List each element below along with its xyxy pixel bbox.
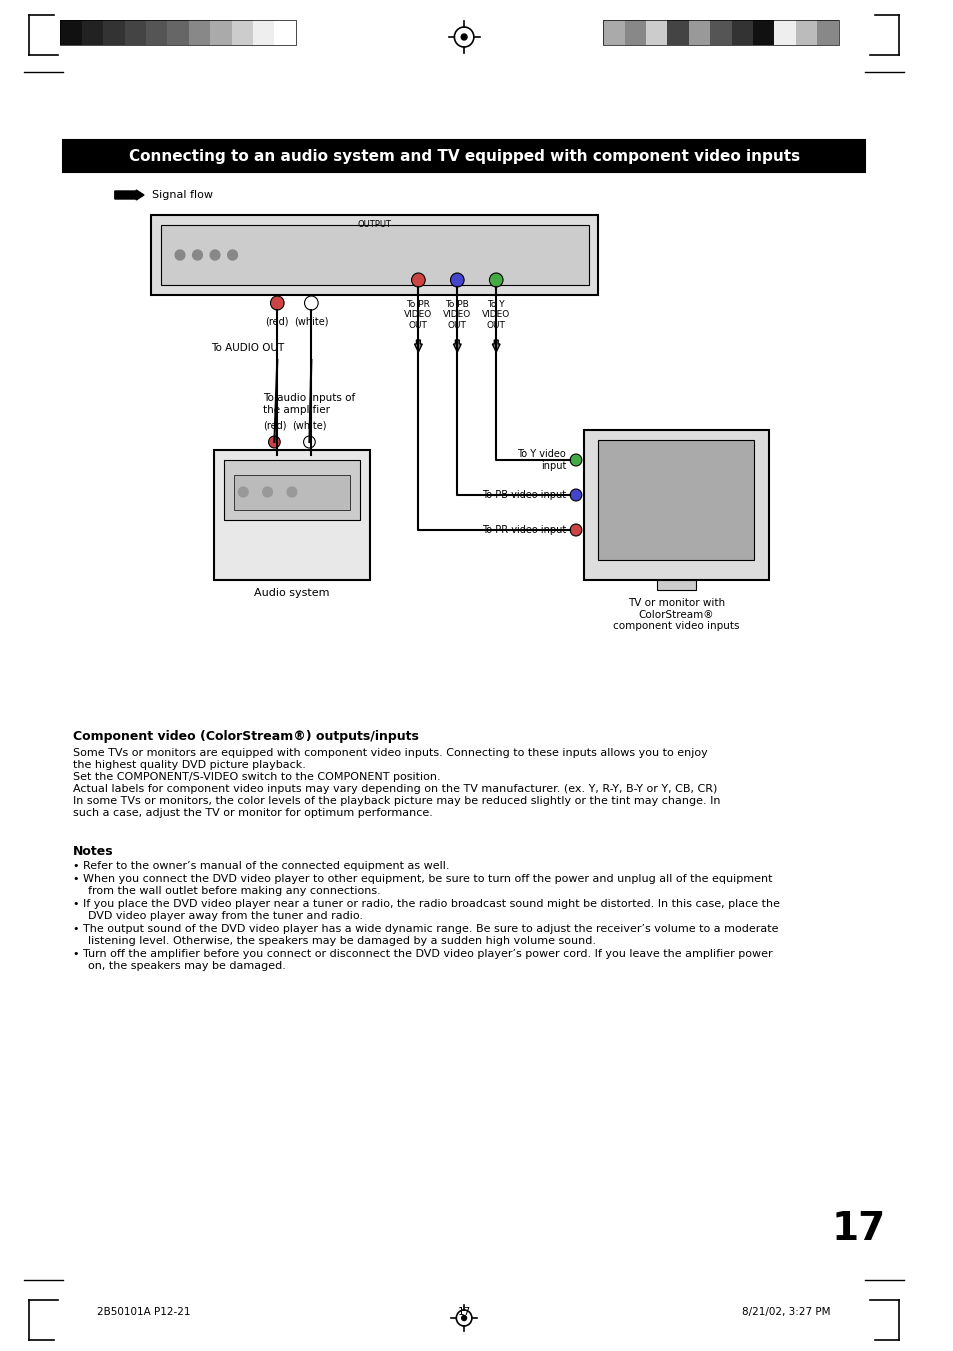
Circle shape [570, 489, 581, 501]
Bar [232, 20, 253, 45]
Text: DVD video player away from the tuner and radio.: DVD video player away from the tuner and… [81, 911, 362, 921]
Bar [210, 20, 232, 45]
Text: (white): (white) [294, 317, 328, 327]
Text: To PB video input: To PB video input [481, 490, 566, 500]
Text: Some TVs or monitors are equipped with component video inputs. Connecting to the: Some TVs or monitors are equipped with c… [72, 748, 707, 758]
Bar [103, 20, 125, 45]
Bar [656, 580, 695, 590]
Text: To PR
VIDEO
OUT: To PR VIDEO OUT [404, 300, 432, 330]
Bar [213, 450, 370, 580]
Circle shape [304, 296, 318, 309]
Text: 17: 17 [830, 1210, 884, 1248]
Bar [82, 20, 103, 45]
Circle shape [262, 486, 273, 497]
Text: 17: 17 [457, 1306, 470, 1317]
Text: Audio system: Audio system [253, 588, 330, 598]
Circle shape [570, 524, 581, 536]
Text: such a case, adjust the TV or monitor for optimum performance.: such a case, adjust the TV or monitor fo… [72, 808, 433, 817]
Bar [60, 20, 82, 45]
FancyArrow shape [492, 340, 499, 353]
Text: • Refer to the owner’s manual of the connected equipment as well.: • Refer to the owner’s manual of the con… [72, 861, 449, 871]
Bar [598, 440, 753, 561]
Circle shape [489, 273, 502, 286]
Text: • When you connect the DVD video player to other equipment, be sure to turn off : • When you connect the DVD video player … [72, 874, 772, 884]
Bar [146, 20, 167, 45]
Bar [602, 20, 624, 45]
Text: • The output sound of the DVD video player has a wide dynamic range. Be sure to : • The output sound of the DVD video play… [72, 924, 778, 934]
Text: Notes: Notes [72, 844, 113, 858]
Bar [731, 20, 752, 45]
Bar [151, 215, 598, 295]
Bar [125, 20, 146, 45]
Bar [224, 459, 359, 520]
Bar [774, 20, 795, 45]
Text: (white): (white) [292, 420, 326, 430]
Bar [60, 20, 295, 45]
Bar [233, 476, 350, 509]
Text: (red): (red) [262, 420, 286, 430]
Circle shape [210, 250, 219, 259]
Text: Signal flow: Signal flow [152, 190, 213, 200]
Circle shape [461, 1316, 466, 1320]
Circle shape [228, 250, 237, 259]
Text: To AUDIO OUT: To AUDIO OUT [212, 343, 284, 353]
Text: Set the COMPONENT/S-VIDEO switch to the COMPONENT position.: Set the COMPONENT/S-VIDEO switch to the … [72, 771, 440, 782]
Bar [752, 20, 774, 45]
Bar [602, 20, 838, 45]
Circle shape [287, 486, 296, 497]
Text: from the wall outlet before making any connections.: from the wall outlet before making any c… [81, 886, 380, 896]
Circle shape [570, 454, 581, 466]
Bar [189, 20, 210, 45]
Text: Connecting to an audio system and TV equipped with component video inputs: Connecting to an audio system and TV equ… [129, 149, 799, 163]
Bar [274, 20, 295, 45]
Text: the highest quality DVD picture playback.: the highest quality DVD picture playback… [72, 761, 306, 770]
Text: • If you place the DVD video player near a tuner or radio, the radio broadcast s: • If you place the DVD video player near… [72, 898, 780, 909]
Bar [583, 430, 768, 580]
Bar [253, 20, 274, 45]
Text: (red): (red) [265, 317, 289, 327]
Text: listening level. Otherwise, the speakers may be damaged by a sudden high volume : listening level. Otherwise, the speakers… [81, 936, 595, 946]
Bar [63, 141, 864, 172]
Circle shape [411, 273, 425, 286]
Text: • Turn off the amplifier before you connect or disconnect the DVD video player’s: • Turn off the amplifier before you conn… [72, 948, 772, 959]
Circle shape [238, 486, 248, 497]
Circle shape [175, 250, 185, 259]
Bar [645, 20, 667, 45]
Text: 2B50101A P12-21: 2B50101A P12-21 [97, 1306, 191, 1317]
Text: To Y video
input: To Y video input [517, 449, 566, 470]
Text: OUTPUT: OUTPUT [357, 220, 391, 230]
Bar [795, 20, 817, 45]
Text: on, the speakers may be damaged.: on, the speakers may be damaged. [81, 961, 285, 971]
FancyArrow shape [453, 340, 460, 353]
Bar [160, 226, 588, 285]
Text: TV or monitor with
ColorStream®
component video inputs: TV or monitor with ColorStream® componen… [613, 598, 739, 631]
Circle shape [268, 436, 280, 449]
FancyArrow shape [414, 340, 422, 353]
Text: 8/21/02, 3:27 PM: 8/21/02, 3:27 PM [741, 1306, 830, 1317]
Bar [688, 20, 710, 45]
Circle shape [450, 273, 463, 286]
Circle shape [193, 250, 202, 259]
Circle shape [271, 296, 284, 309]
Bar [817, 20, 838, 45]
Bar [667, 20, 688, 45]
Bar [624, 20, 645, 45]
Text: To PR video input: To PR video input [481, 526, 566, 535]
Bar [167, 20, 189, 45]
Text: Actual labels for component video inputs may vary depending on the TV manufactur: Actual labels for component video inputs… [72, 784, 717, 794]
Circle shape [460, 34, 467, 41]
FancyArrow shape [114, 190, 144, 200]
Text: To audio inputs of
the amplifier: To audio inputs of the amplifier [262, 393, 355, 415]
Circle shape [303, 436, 314, 449]
Text: To Y
VIDEO
OUT: To Y VIDEO OUT [481, 300, 510, 330]
Bar [710, 20, 731, 45]
Text: To PB
VIDEO
OUT: To PB VIDEO OUT [443, 300, 471, 330]
Text: In some TVs or monitors, the color levels of the playback picture may be reduced: In some TVs or monitors, the color level… [72, 796, 720, 807]
Text: Component video (ColorStream®) outputs/inputs: Component video (ColorStream®) outputs/i… [72, 730, 418, 743]
